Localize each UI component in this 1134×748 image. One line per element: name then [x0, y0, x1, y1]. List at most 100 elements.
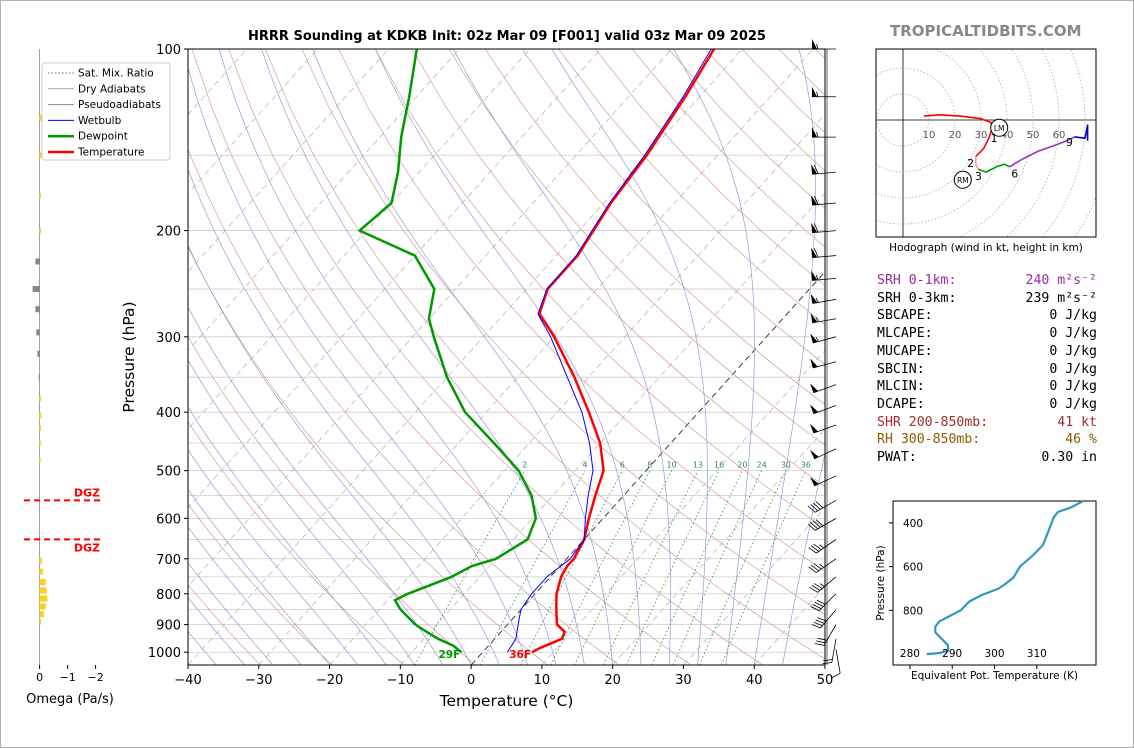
surface-dewpoint-label: 29F [438, 649, 460, 661]
barb-staff [817, 576, 837, 593]
param-row: SBCIN: 0 J/kg [877, 361, 1097, 379]
wind-barb [811, 195, 837, 206]
param-label: SRH 0-3km: [877, 290, 957, 306]
barb-feather [813, 621, 823, 627]
barb-flag [811, 270, 818, 281]
moist-adiabat-line [188, 488, 330, 665]
moist-adiabat-line [188, 526, 302, 665]
x-tick-label: −20 [316, 673, 343, 688]
barb-feather [811, 585, 821, 591]
hodo-height-label: 2 [967, 157, 974, 170]
barb-staff [812, 202, 837, 206]
omega-bar [39, 603, 46, 610]
omega-x-tick-label: −1 [59, 671, 75, 684]
barb-half-feather [816, 91, 819, 97]
omega-bar [39, 595, 48, 602]
hodo-segment [1009, 136, 1075, 168]
hodo-ring [876, 49, 982, 199]
dry-adiabat-line [338, 49, 825, 572]
barb-half-feather [815, 317, 819, 323]
barb-staff [831, 638, 837, 663]
isotherm-line [188, 49, 672, 587]
theta-y-tick-label: 800 [903, 605, 923, 617]
param-value: 41 kt [1057, 414, 1097, 430]
moist-adiabat-line [188, 359, 415, 665]
dry-adiabat-line [0, 49, 45, 665]
wind-barb [811, 222, 837, 234]
hodo-ring [876, 67, 956, 173]
mixing-ratio-label: 2 [522, 461, 527, 470]
barb-staff [818, 593, 837, 612]
barb-flag [810, 333, 818, 344]
mixing-ratio-label: 4 [582, 461, 587, 470]
y-tick-label: 100 [156, 43, 181, 58]
hodo-ring-label: 20 [949, 130, 962, 141]
dry-adiabat-line [228, 49, 763, 665]
param-label: SBCAPE: [877, 308, 933, 324]
moist-adiabat-line [188, 449, 359, 665]
x-tick-label: 30 [675, 673, 692, 688]
moist-adiabat-line [188, 168, 500, 665]
param-value: 240 m²s⁻² [1025, 273, 1097, 288]
hodo-lm-label: LM [994, 124, 1005, 133]
barb-flag [810, 449, 819, 459]
param-row: MLCAPE: 0 J/kg [877, 325, 1097, 343]
wind-barb [810, 293, 837, 304]
isotherm-line [188, 49, 743, 665]
barb-feather [816, 599, 826, 605]
hodo-ring [876, 93, 930, 147]
omega-bar [39, 114, 42, 121]
y-tick-label: 600 [156, 512, 181, 527]
theta-frame [892, 500, 1097, 666]
hodo-ring-label: 10 [923, 130, 936, 141]
param-label: SRH 0-1km: [877, 273, 957, 288]
param-value: 46 % [1065, 432, 1097, 448]
barb-flag [812, 39, 817, 49]
x-tick-label: 40 [746, 673, 763, 688]
mixing-ratio-line [414, 470, 526, 665]
barb-staff [812, 361, 837, 369]
barb-flag [810, 358, 818, 368]
x-tick-label: −10 [387, 673, 414, 688]
barb-flag [810, 293, 818, 304]
wind-barb [810, 404, 837, 415]
barb-flag [810, 404, 819, 414]
param-value: 0 J/kg [1049, 308, 1097, 324]
hodo-segment [978, 163, 1010, 173]
barb-flag [810, 383, 819, 393]
dry-adiabat-line [374, 49, 825, 529]
omega-bar [39, 611, 44, 618]
barb-staff [814, 475, 837, 487]
barb-half-feather [819, 583, 825, 587]
wind-barb [811, 609, 837, 629]
isotherm-line [188, 49, 389, 273]
x-tick-label: 10 [534, 673, 551, 688]
legend-label: Dry Adiabats [78, 83, 146, 95]
barb-flag [811, 164, 818, 175]
moist-adiabat-line [312, 49, 614, 665]
x-tick-label: 20 [604, 673, 621, 688]
mixing-ratio-line [721, 470, 807, 665]
y-tick-label: 900 [156, 619, 181, 634]
theta-x-axis-label: Equivalent Pot. Temperature (K) [911, 670, 1078, 682]
isotherm-line [541, 349, 825, 665]
moist-adiabat-line [218, 49, 557, 665]
param-value: 0 J/kg [1049, 379, 1097, 395]
omega-bar [39, 192, 41, 199]
y-tick-label: 300 [156, 331, 181, 346]
barb-feather [809, 586, 818, 593]
param-label: MLCIN: [877, 379, 925, 395]
barb-staff [823, 624, 837, 646]
dgz-label: DGZ [74, 486, 100, 499]
mixing-ratio-label: 16 [714, 461, 724, 470]
barb-feather [814, 601, 824, 607]
param-row: MLCIN: 0 J/kg [877, 378, 1097, 396]
hodo-ring-label: 60 [1053, 130, 1066, 141]
omega-bar [39, 456, 41, 463]
barb-half-feather [819, 544, 824, 549]
wind-barb [812, 86, 836, 98]
dry-adiabat-line [188, 421, 405, 665]
moist-adiabat-line [374, 49, 642, 665]
barb-feather [815, 519, 824, 527]
